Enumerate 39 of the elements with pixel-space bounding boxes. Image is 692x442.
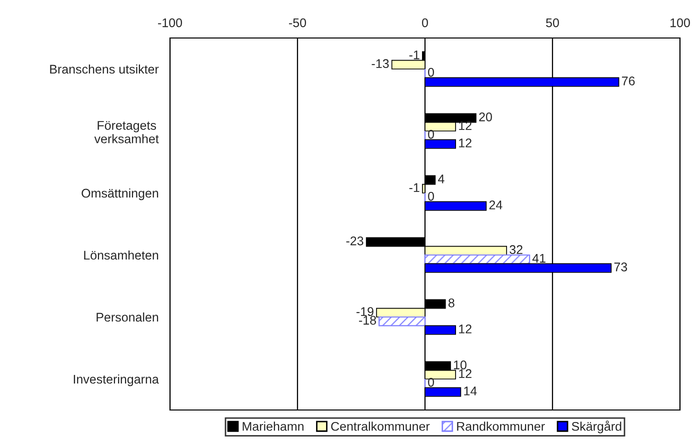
data-label: 12 bbox=[459, 369, 472, 378]
data-label: 8 bbox=[448, 298, 454, 308]
data-label: 0 bbox=[428, 130, 434, 139]
x-tick-label: 50 bbox=[546, 18, 559, 28]
data-label: 4 bbox=[438, 174, 444, 184]
data-label: 14 bbox=[464, 386, 477, 396]
y-tick-label: Företagets verksamhet bbox=[94, 121, 159, 144]
data-label: 12 bbox=[459, 324, 472, 334]
data-label: 12 bbox=[459, 138, 472, 148]
data-label: 76 bbox=[622, 76, 635, 86]
y-tick-label: Investeringarna bbox=[74, 374, 159, 386]
legend-label: Mariehamn bbox=[242, 422, 304, 431]
data-label: 0 bbox=[428, 68, 434, 77]
legend-label: Skärgård bbox=[572, 420, 622, 434]
data-label: -18 bbox=[359, 316, 376, 325]
legend-label: Randkommuner bbox=[457, 422, 545, 431]
data-label: -19 bbox=[356, 307, 374, 316]
data-label: -23 bbox=[346, 236, 364, 246]
x-tick-label: -100 bbox=[158, 18, 182, 28]
data-label: -1 bbox=[409, 50, 420, 60]
legend-label: Centralkommuner bbox=[331, 422, 430, 431]
y-tick-label: Lönsamheten bbox=[84, 250, 158, 260]
data-label: -13 bbox=[372, 59, 389, 68]
data-label: 20 bbox=[479, 112, 492, 122]
data-label: 32 bbox=[510, 245, 522, 254]
data-label: 0 bbox=[428, 378, 434, 387]
y-tick-label: Branschens utsikter bbox=[50, 64, 159, 74]
y-tick-label: Personalen bbox=[96, 312, 158, 322]
data-label: 10 bbox=[454, 360, 466, 370]
data-label: 73 bbox=[614, 262, 628, 272]
data-label: -1 bbox=[409, 183, 420, 192]
x-tick-label: 100 bbox=[670, 18, 690, 28]
y-tick-label: Omsättningen bbox=[82, 188, 158, 200]
x-tick-label: 0 bbox=[422, 18, 428, 28]
data-label: 0 bbox=[428, 192, 434, 201]
data-label: 41 bbox=[532, 254, 546, 263]
x-tick-label: -50 bbox=[289, 18, 306, 28]
data-label: 24 bbox=[489, 200, 502, 210]
data-label: 12 bbox=[459, 121, 472, 130]
